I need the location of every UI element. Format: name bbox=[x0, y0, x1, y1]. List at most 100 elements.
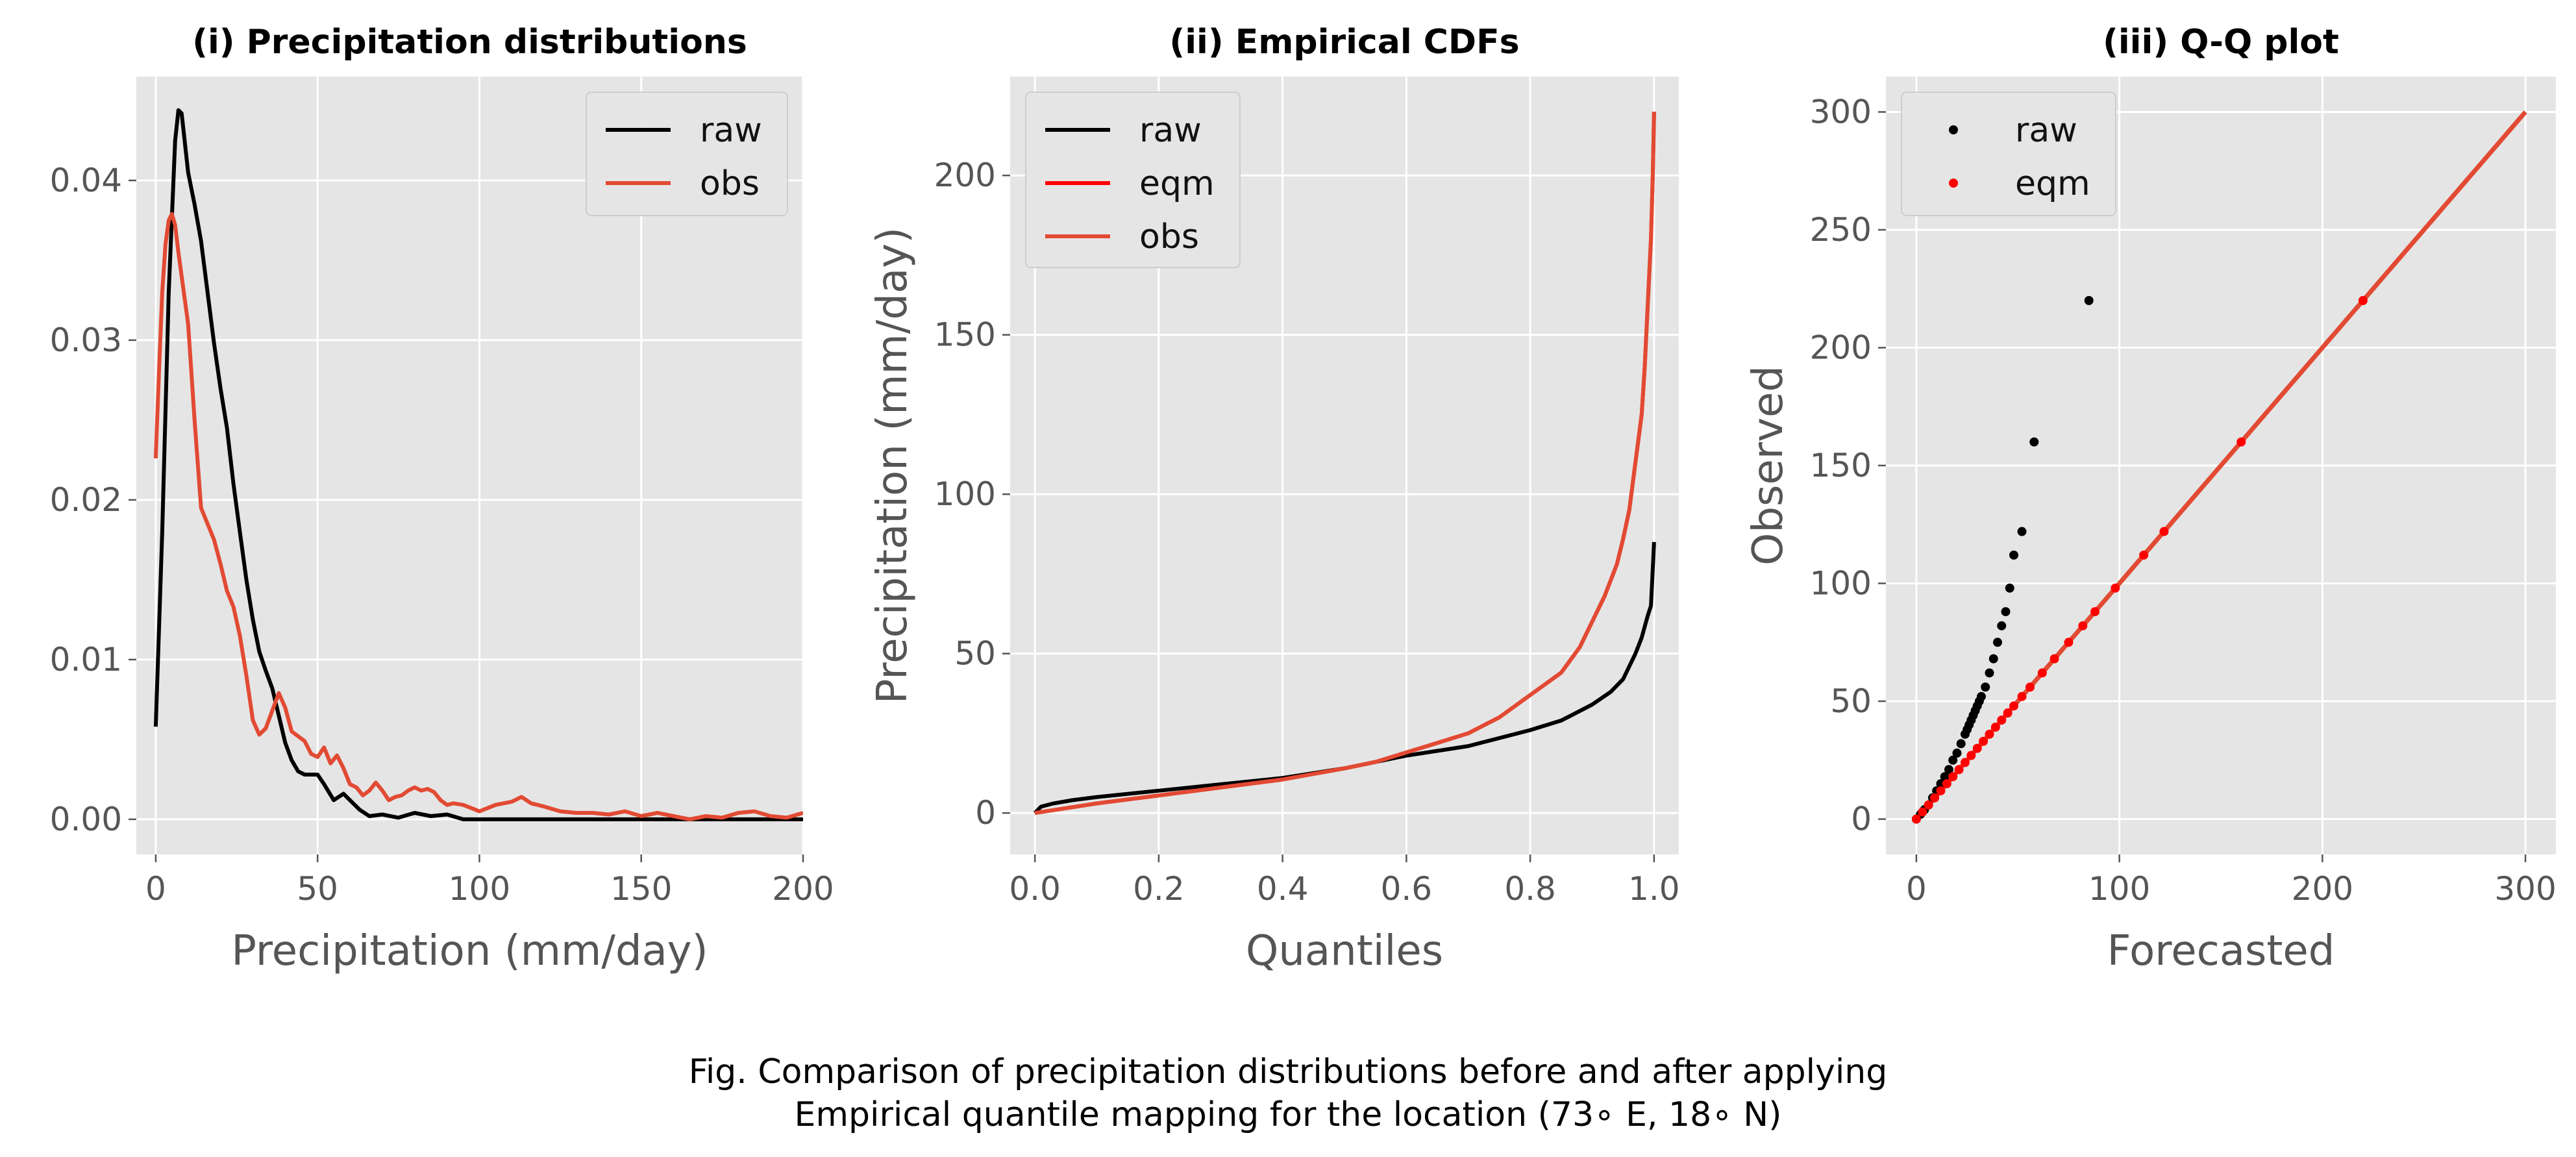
legend-label-eqm: eqm bbox=[2015, 164, 2090, 203]
figure-caption: Fig. Comparison of precipitation distrib… bbox=[0, 1051, 2576, 1136]
x-tick-label: 200 bbox=[772, 870, 834, 908]
x-tick-label: 300 bbox=[2494, 870, 2556, 908]
x-tick-label: 0.4 bbox=[1257, 870, 1309, 908]
data-point-eqm bbox=[1936, 786, 1946, 795]
y-tick-label: 100 bbox=[1810, 565, 1872, 603]
data-point-eqm bbox=[1948, 772, 1958, 782]
x-tick-label: 0 bbox=[145, 870, 166, 908]
series-line-obs bbox=[1034, 111, 1656, 815]
data-point-eqm bbox=[2111, 583, 2120, 593]
x-tick-label: 0.2 bbox=[1133, 870, 1185, 908]
data-point-raw bbox=[1952, 748, 1962, 758]
data-layer bbox=[1911, 110, 2527, 824]
series-line-raw bbox=[1033, 541, 1656, 815]
data-point-eqm bbox=[2017, 691, 2027, 701]
data-point-eqm bbox=[2025, 682, 2035, 692]
x-tick-label: 1.0 bbox=[1628, 870, 1680, 908]
data-point-raw bbox=[1940, 772, 1950, 782]
legend-label-eqm: eqm bbox=[1139, 164, 1215, 203]
x-tick-label: 0.8 bbox=[1504, 870, 1556, 908]
data-point-eqm bbox=[2236, 437, 2246, 447]
data-point-raw bbox=[1948, 755, 1958, 765]
series-line-obs bbox=[153, 212, 803, 821]
x-tick-label: 150 bbox=[610, 870, 672, 908]
legend-label-obs: obs bbox=[1139, 218, 1199, 256]
data-point-eqm bbox=[2003, 708, 2012, 718]
y-tick-label: 0.00 bbox=[50, 801, 122, 838]
y-tick-label: 0 bbox=[1851, 801, 1872, 838]
legend-label-raw: raw bbox=[2015, 111, 2077, 150]
legend: raw eqm bbox=[1901, 92, 2116, 216]
panel-empirical-cdfs: 0.0 0.2 0.4 0.6 0.8 1.0 0 50 100 150 200 (ii) Empir… bbox=[869, 23, 1680, 975]
data-point-raw bbox=[2001, 607, 2011, 617]
data-point-eqm bbox=[2064, 638, 2074, 647]
data-point-eqm bbox=[1942, 779, 1951, 789]
legend: raw obs bbox=[586, 92, 788, 216]
legend-label-raw: raw bbox=[1139, 111, 1202, 150]
y-tick-label: 50 bbox=[954, 635, 996, 673]
x-tick-label: 0.6 bbox=[1381, 870, 1433, 908]
data-point-eqm bbox=[1930, 793, 1940, 802]
series-line-raw bbox=[153, 108, 803, 821]
chart-title: (iii) Q-Q plot bbox=[2103, 23, 2339, 62]
x-tick-label: 0.0 bbox=[1009, 870, 1061, 908]
data-point-eqm bbox=[2159, 527, 2169, 536]
y-tick-label: 300 bbox=[1810, 93, 1872, 131]
x-axis-label: Forecasted bbox=[2107, 927, 2335, 975]
y-tick-label: 0.01 bbox=[50, 641, 122, 678]
chart-title: (i) Precipitation distributions bbox=[192, 23, 747, 62]
x-axis-label: Precipitation (mm/day) bbox=[231, 927, 708, 975]
y-tick-label: 250 bbox=[1810, 211, 1872, 249]
data-point-eqm bbox=[1972, 743, 1982, 753]
x-tick-label: 100 bbox=[449, 870, 510, 908]
panel-precipitation-distributions: 0 50 100 150 200 0.00 0.01 0.02 0.03 0.04 (i) Prec… bbox=[50, 23, 834, 975]
y-axis-label: Precipitation (mm/day) bbox=[869, 227, 917, 704]
data-point-raw bbox=[2005, 583, 2014, 593]
panel-qq-plot: 0 100 200 300 0 50 100 150 200 250 300 (iii) Q-Q pl… bbox=[1744, 23, 2557, 975]
y-tick-label: 200 bbox=[1810, 329, 1872, 366]
data-point-raw bbox=[2029, 437, 2039, 447]
legend-label-obs: obs bbox=[700, 164, 760, 203]
legend-marker-eqm bbox=[1949, 179, 1958, 188]
legend: raw eqm obs bbox=[1025, 92, 1241, 268]
data-point-raw bbox=[2017, 527, 2027, 536]
data-point-raw bbox=[1988, 654, 1998, 664]
x-tick-label: 0 bbox=[1906, 870, 1927, 908]
data-point-eqm bbox=[2009, 701, 2019, 711]
data-point-eqm bbox=[1966, 751, 1976, 760]
data-point-eqm bbox=[2037, 668, 2047, 678]
data-point-eqm bbox=[1954, 765, 1964, 775]
data-point-eqm bbox=[1911, 814, 1921, 824]
y-axis-label: Observed bbox=[1744, 366, 1792, 566]
caption-line-2: Empirical quantile mapping for the locat… bbox=[794, 1095, 1782, 1134]
data-point-eqm bbox=[1997, 715, 2007, 725]
legend-box bbox=[1025, 92, 1241, 268]
y-tick-label: 0 bbox=[975, 794, 996, 832]
data-point-raw bbox=[1981, 682, 1990, 692]
y-tick-label: 200 bbox=[934, 156, 996, 194]
data-point-eqm bbox=[2358, 295, 2368, 305]
data-layer bbox=[1033, 111, 1656, 815]
y-tick-label: 100 bbox=[934, 475, 996, 513]
reference-line bbox=[1914, 110, 2527, 821]
data-point-raw bbox=[1997, 621, 2007, 630]
data-point-raw bbox=[2009, 550, 2019, 560]
data-point-raw bbox=[1985, 668, 1994, 678]
data-point-eqm bbox=[1990, 722, 2000, 732]
y-tick-label: 0.03 bbox=[50, 321, 122, 359]
y-tick-label: 150 bbox=[1810, 447, 1872, 484]
data-point-eqm bbox=[2050, 654, 2059, 664]
data-point-raw bbox=[1976, 691, 1986, 701]
chart-title: (ii) Empirical CDFs bbox=[1169, 23, 1519, 62]
legend-marker-raw bbox=[1949, 125, 1958, 134]
data-point-raw bbox=[1944, 765, 1953, 775]
data-point-eqm bbox=[2139, 550, 2149, 560]
data-layer bbox=[153, 108, 803, 821]
data-point-eqm bbox=[1985, 729, 1994, 739]
x-axis-label: Quantiles bbox=[1246, 927, 1443, 975]
y-tick-label: 0.04 bbox=[50, 162, 122, 199]
x-tick-label: 50 bbox=[297, 870, 338, 908]
x-tick-label: 100 bbox=[2088, 870, 2150, 908]
y-tick-label: 50 bbox=[1830, 682, 1872, 720]
